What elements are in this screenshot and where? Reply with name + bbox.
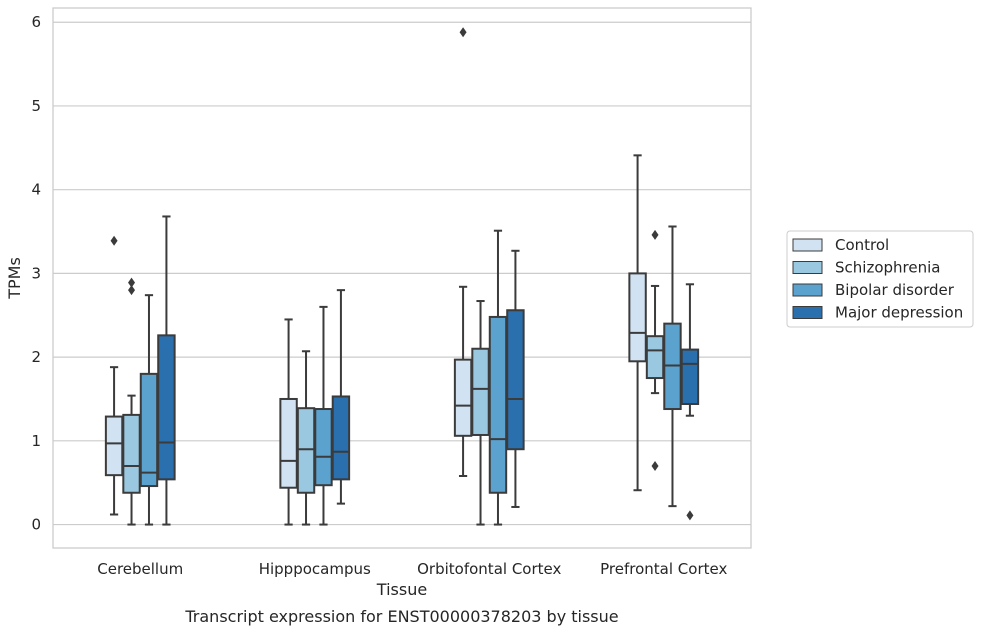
legend: Control Schizophrenia Bipolar disorder Majo…	[786, 230, 974, 328]
box-iqr	[506, 309, 525, 451]
y-axis-title: TPMs	[5, 257, 24, 300]
box-group	[628, 154, 647, 492]
x-tick-labels: Cerebellum Hipppocampus Orbitofontal Corte…	[97, 560, 727, 578]
box-group	[104, 235, 124, 516]
box-group	[279, 318, 298, 526]
chart-title: Transcript expression for ENST0000037820…	[184, 607, 618, 626]
legend-swatch	[792, 283, 823, 297]
box-iqr	[104, 415, 124, 477]
y-tick-labels: 0 1 2 3 4 5 6	[31, 13, 41, 533]
box-group	[506, 249, 525, 508]
y-tick-label: 4	[31, 181, 41, 199]
box-group	[296, 350, 316, 526]
legend-entry: Schizophrenia	[835, 259, 940, 277]
x-axis-title: Tissue	[376, 580, 427, 599]
box-group	[453, 27, 473, 477]
box-iqr	[628, 272, 647, 363]
box-iqr	[296, 407, 316, 494]
outlier-point	[459, 27, 467, 38]
legend-entry: Major depression	[835, 304, 963, 322]
box-group	[331, 289, 351, 505]
box-iqr	[645, 335, 665, 380]
box-group	[680, 283, 700, 521]
outlier-point	[128, 285, 136, 296]
x-tick-label: Prefrontal Cortex	[600, 560, 727, 578]
legend-swatch	[792, 238, 823, 252]
box-iqr	[453, 358, 473, 437]
legend-swatch	[792, 306, 823, 319]
y-tick-label: 5	[31, 97, 41, 115]
box-iqr	[471, 347, 490, 436]
y-tick-label: 6	[31, 13, 41, 31]
box-group	[157, 215, 176, 526]
x-tick-label: Orbitofontal Cortex	[417, 560, 561, 578]
box-iqr	[680, 348, 700, 405]
box-iqr	[139, 372, 159, 488]
box-iqr	[314, 408, 333, 487]
legend-frame	[786, 230, 974, 328]
outlier-point	[651, 229, 659, 240]
legend-swatch	[792, 261, 823, 274]
box-group	[314, 305, 333, 526]
legend-entry: Control	[835, 236, 889, 254]
outlier-point	[110, 235, 118, 246]
x-tick-label: Hipppocampus	[259, 560, 371, 578]
box-group	[471, 300, 490, 526]
box-iqr	[122, 413, 141, 494]
legend-entry: Bipolar disorder	[835, 281, 955, 299]
outlier-point	[651, 460, 659, 471]
y-tick-label: 3	[31, 264, 41, 282]
outlier-point	[686, 510, 694, 521]
outlier-point	[128, 277, 136, 288]
box-iqr	[488, 315, 508, 494]
plot-area-frame	[52, 7, 752, 549]
box-group	[122, 277, 141, 526]
box-group	[645, 229, 665, 471]
box-iqr	[157, 334, 176, 481]
y-tick-label: 2	[31, 348, 41, 366]
x-tick-label: Cerebellum	[97, 560, 183, 578]
box-iqr	[331, 395, 351, 481]
y-tick-label: 1	[31, 432, 41, 450]
box-group	[488, 229, 508, 526]
y-tick-label: 0	[31, 516, 41, 534]
box-group	[663, 225, 682, 508]
box-group	[139, 294, 159, 526]
box-iqr	[279, 397, 298, 489]
boxes	[104, 27, 700, 526]
